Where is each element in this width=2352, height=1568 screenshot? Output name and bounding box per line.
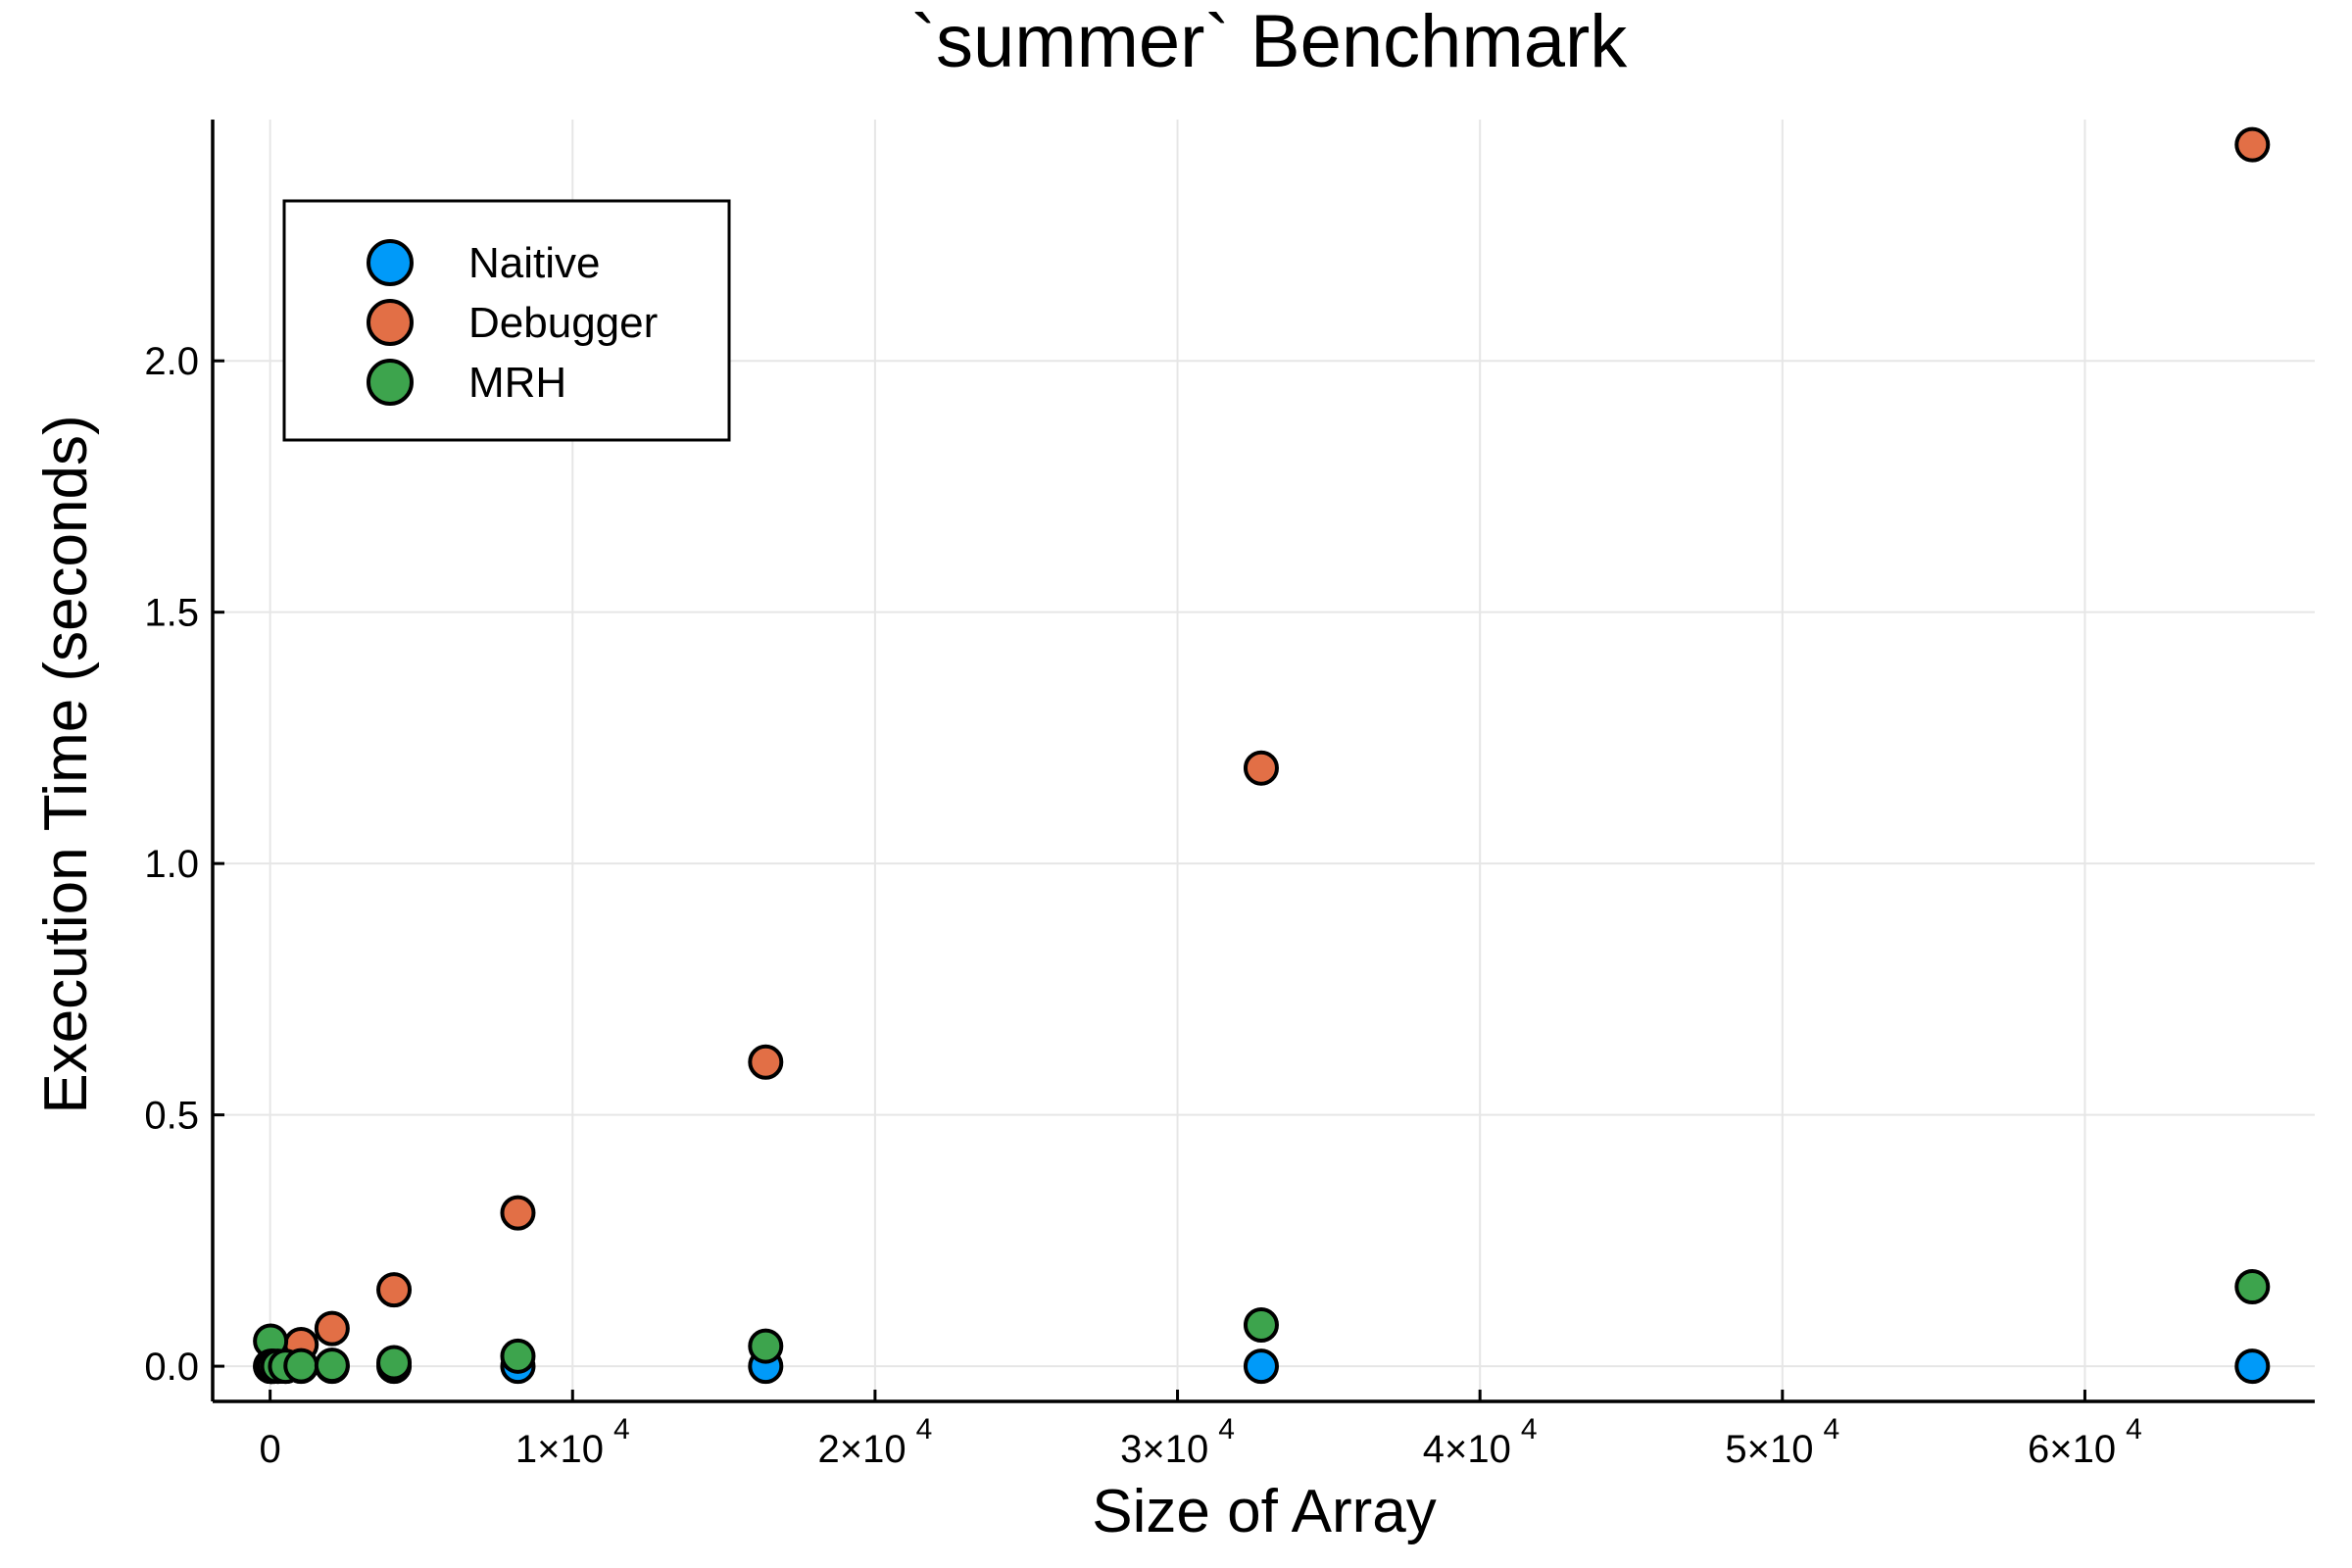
legend-marker-debugger (367, 299, 414, 346)
x-tick-exponent: 4 (2126, 1413, 2142, 1446)
data-point-mrh (376, 1345, 413, 1381)
axes (211, 120, 2315, 1403)
y-tick-label: 1.0 (144, 843, 199, 886)
legend-label-mrh: MRH (468, 359, 566, 407)
x-tick-exponent: 4 (916, 1413, 933, 1446)
y-tick-label: 0.5 (144, 1095, 199, 1138)
x-tick-label: 6×10 4 (2028, 1413, 2142, 1471)
chart-title: `summer` Benchmark (911, 0, 1629, 83)
x-tick-label: 4×10 4 (1423, 1413, 1538, 1471)
y-tick-label: 2.0 (144, 340, 199, 383)
x-tick-label: 2×10 4 (818, 1413, 933, 1471)
data-point-debugger (2234, 126, 2271, 163)
ticks: 0 1×10 4 2×10 4 3×10 4 4×10 4 5×10 4 6×10 4 0.0 0.5 1.0… (144, 340, 2141, 1471)
x-tick-label: 1×10 4 (515, 1413, 630, 1471)
legend-marker-naitive (367, 239, 414, 286)
x-tick-exponent: 4 (1218, 1413, 1235, 1446)
x-tick-label: 5×10 4 (1725, 1413, 1839, 1471)
data-point-naitive (2234, 1348, 2271, 1385)
y-tick-label: 0.0 (144, 1346, 199, 1389)
data-point-debugger (1243, 750, 1279, 786)
data-point-debugger (314, 1310, 350, 1347)
x-tick-exponent: 4 (1824, 1413, 1840, 1446)
x-tick-label: 3×10 4 (1120, 1413, 1235, 1471)
data-point-debugger (376, 1272, 413, 1308)
data-point-mrh (748, 1328, 784, 1364)
legend-label-debugger: Debugger (468, 299, 658, 347)
data-point-naitive (1243, 1348, 1279, 1385)
x-tick-exponent: 4 (1521, 1413, 1538, 1446)
data-point-mrh (500, 1338, 536, 1374)
y-tick-label: 1.5 (144, 592, 199, 635)
data-point-mrh (2234, 1269, 2271, 1305)
legend-label-naitive: Naitive (468, 239, 601, 287)
x-axis-label: Size of Array (1092, 1478, 1436, 1545)
legend-box (282, 199, 731, 442)
x-tick-label: 0 (260, 1428, 281, 1471)
data-point-mrh (1243, 1307, 1279, 1344)
data-points (253, 126, 2271, 1385)
data-point-mrh (314, 1348, 350, 1384)
x-tick-exponent: 4 (613, 1413, 630, 1446)
data-point-mrh (283, 1348, 319, 1384)
data-point-debugger (500, 1195, 536, 1231)
legend: Naitive Debugger MRH (282, 199, 731, 442)
legend-marker-mrh (367, 359, 414, 406)
y-axis-label: Execution Time (seconds) (32, 415, 100, 1113)
data-point-debugger (748, 1044, 784, 1080)
